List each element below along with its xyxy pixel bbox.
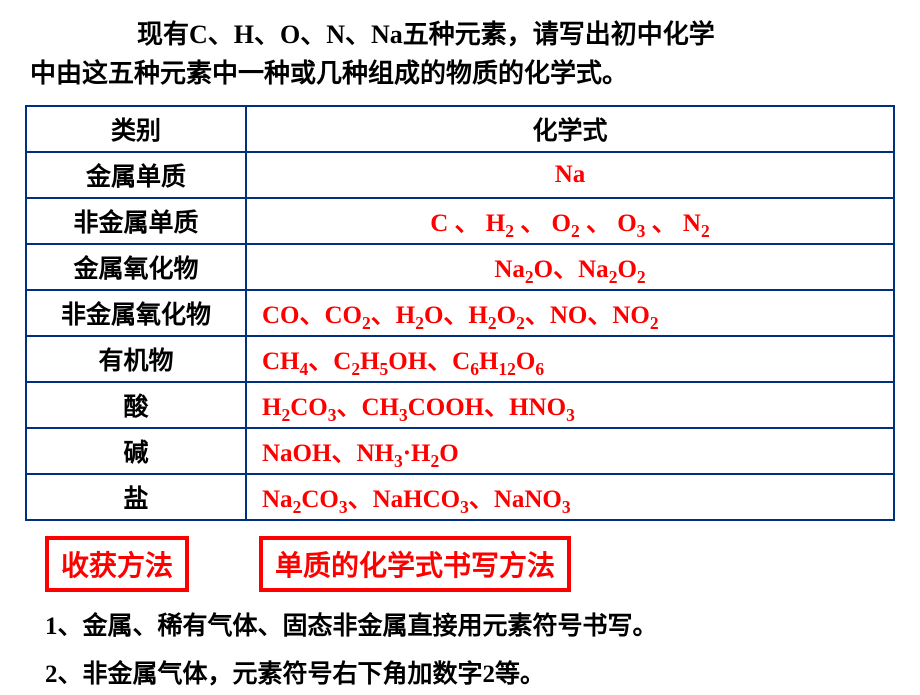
table-row: 金属氧化物Na2O、Na2O2	[26, 244, 894, 290]
intro-text: 现有C、H、O、N、Na五种元素，请写出初中化学 中由这五种元素中一种或几种组成…	[25, 15, 895, 93]
formula-cell: CO、CO2、H2O、H2O2、NO、NO2	[246, 290, 894, 336]
note-2: 2、非金属气体，元素符号右下角加数字2等。	[45, 655, 895, 695]
method-box-2: 单质的化学式书写方法	[259, 536, 571, 592]
category-cell: 酸	[26, 382, 246, 428]
chemical-formula-table: 类别 化学式 金属单质Na非金属单质C 、 H2 、 O2 、 O3 、 N2金…	[25, 105, 895, 521]
header-category: 类别	[26, 106, 246, 152]
intro-line2: 中由这五种元素中一种或几种组成的物质的化学式。	[25, 54, 895, 93]
table-row: 碱NaOH、NH3·H2O	[26, 428, 894, 474]
category-cell: 碱	[26, 428, 246, 474]
table-header-row: 类别 化学式	[26, 106, 894, 152]
table-row: 盐Na2CO3、NaHCO3、NaNO3	[26, 474, 894, 520]
table-row: 金属单质Na	[26, 152, 894, 198]
category-cell: 盐	[26, 474, 246, 520]
formula-cell: C 、 H2 、 O2 、 O3 、 N2	[246, 198, 894, 244]
note-1: 1、金属、稀有气体、固态非金属直接用元素符号书写。	[45, 607, 895, 647]
method-box-1: 收获方法	[45, 536, 189, 592]
formula-cell: H2CO3、CH3COOH、HNO3	[246, 382, 894, 428]
formula-cell: Na	[246, 152, 894, 198]
category-cell: 非金属单质	[26, 198, 246, 244]
category-cell: 金属氧化物	[26, 244, 246, 290]
method-boxes-row: 收获方法 单质的化学式书写方法	[45, 536, 895, 592]
table-row: 有机物CH4、C2H5OH、C6H12O6	[26, 336, 894, 382]
intro-line1: 现有C、H、O、N、Na五种元素，请写出初中化学	[137, 20, 715, 49]
table-row: 非金属氧化物CO、CO2、H2O、H2O2、NO、NO2	[26, 290, 894, 336]
formula-cell: Na2O、Na2O2	[246, 244, 894, 290]
header-formula: 化学式	[246, 106, 894, 152]
category-cell: 金属单质	[26, 152, 246, 198]
formula-cell: NaOH、NH3·H2O	[246, 428, 894, 474]
formula-cell: CH4、C2H5OH、C6H12O6	[246, 336, 894, 382]
category-cell: 非金属氧化物	[26, 290, 246, 336]
table-row: 酸H2CO3、CH3COOH、HNO3	[26, 382, 894, 428]
formula-cell: Na2CO3、NaHCO3、NaNO3	[246, 474, 894, 520]
table-row: 非金属单质C 、 H2 、 O2 、 O3 、 N2	[26, 198, 894, 244]
category-cell: 有机物	[26, 336, 246, 382]
